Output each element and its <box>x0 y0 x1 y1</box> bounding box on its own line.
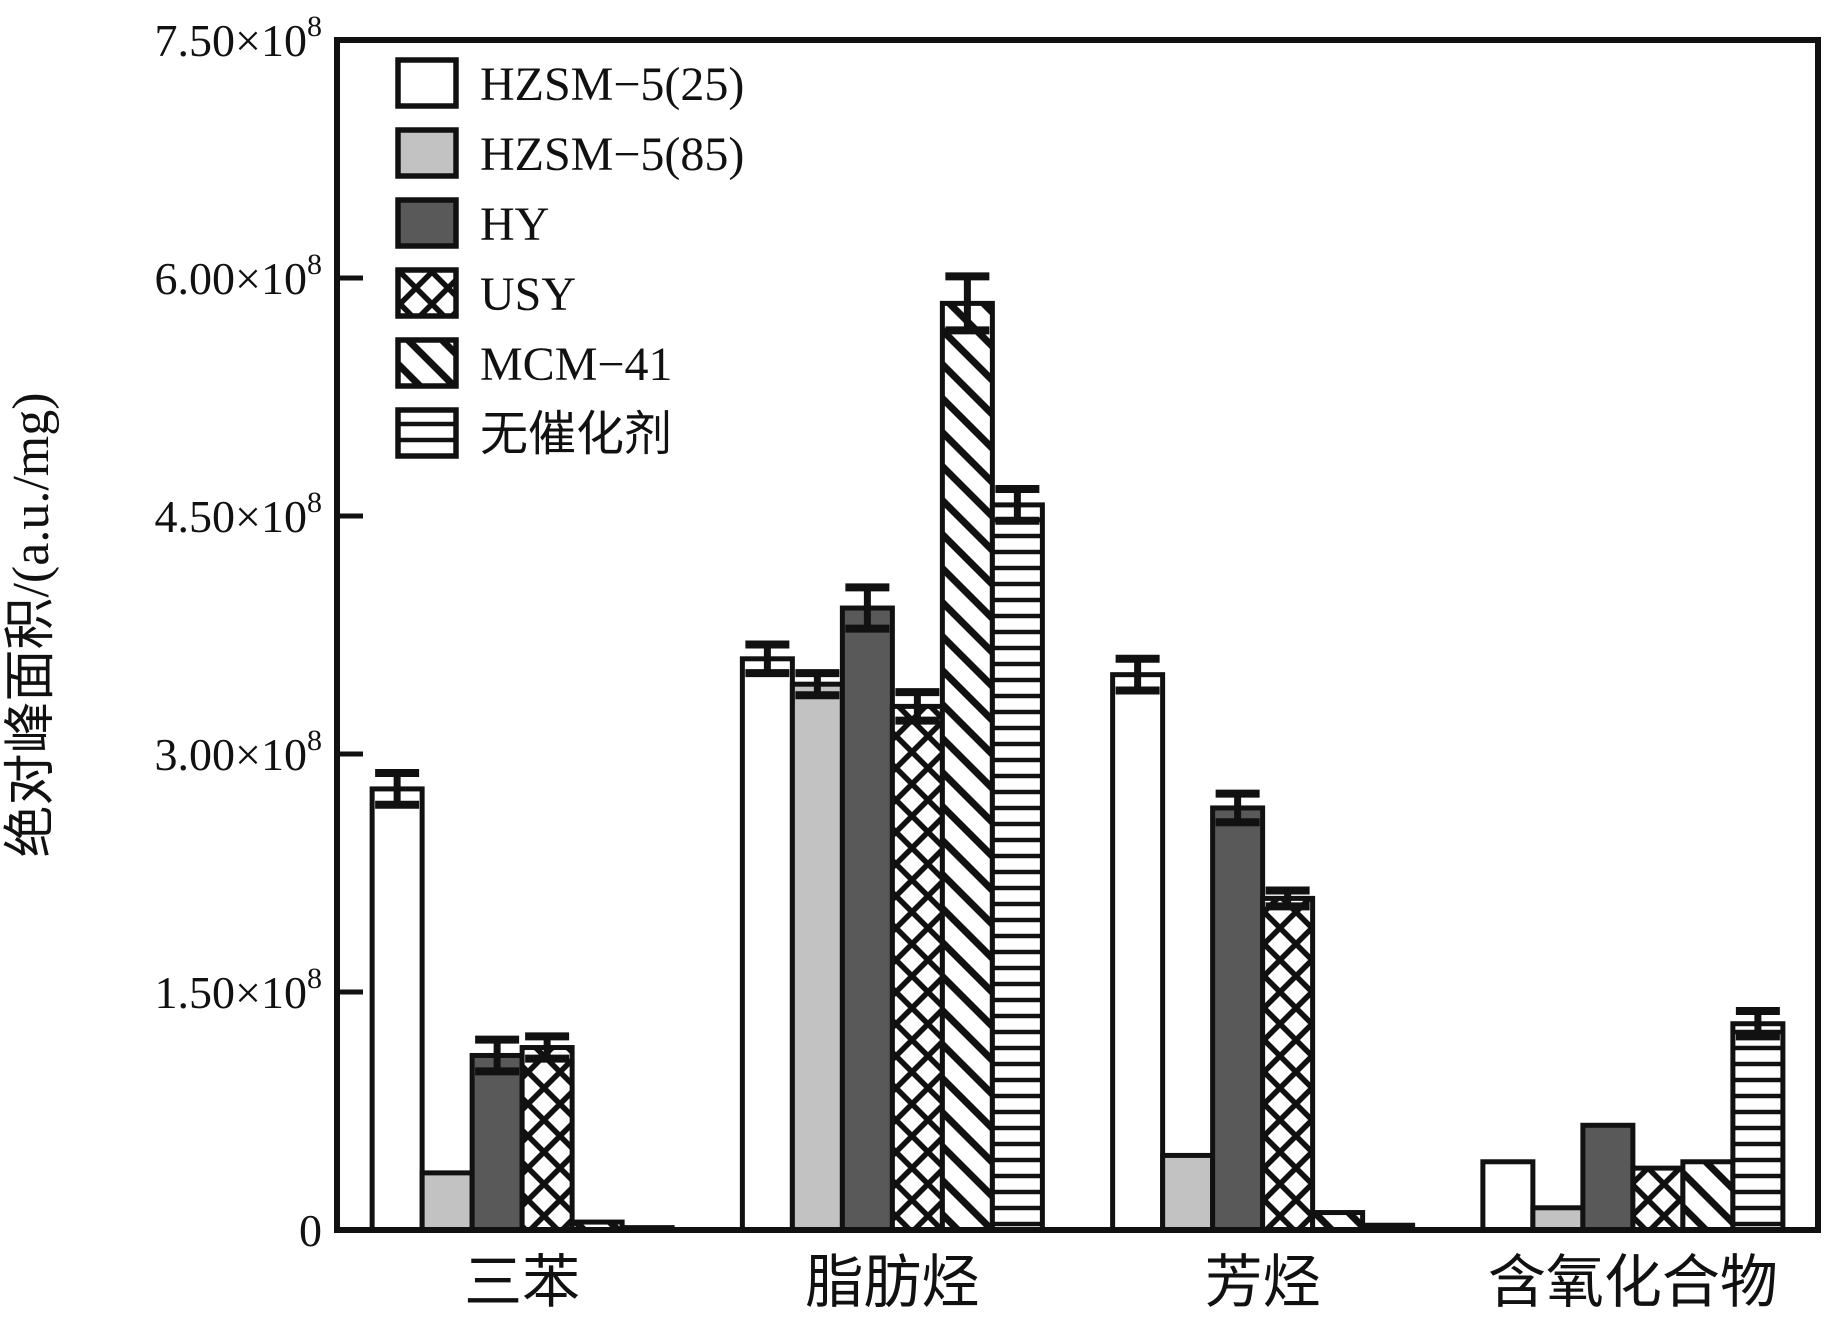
bar <box>1630 1165 1686 1233</box>
bar <box>1680 1159 1736 1233</box>
bar <box>1530 1205 1586 1233</box>
legend-swatch <box>395 197 459 249</box>
legend: HZSM−5(25) HZSM−5(85) HY USY MCM−41 无催化剂 <box>395 57 744 461</box>
bar <box>1260 895 1316 1233</box>
bar <box>419 1170 475 1233</box>
legend-swatch <box>395 407 459 459</box>
bar <box>739 656 795 1233</box>
category-label: 三苯 <box>464 1250 580 1315</box>
category-label: 脂肪烃 <box>805 1250 979 1315</box>
y-tick-label: 3.00×108 <box>155 724 322 780</box>
y-tick-label: 1.50×108 <box>155 962 322 1018</box>
bar <box>1110 672 1166 1233</box>
axis-ticks-layer <box>337 37 363 995</box>
bar <box>1730 1021 1786 1233</box>
bar <box>1480 1159 1536 1233</box>
plot-frame <box>334 37 1821 1233</box>
bar <box>789 681 845 1233</box>
legend-label: 无催化剂 <box>480 408 672 461</box>
y-axis-title: 绝对峰面积/(a.u./mg) <box>3 392 60 857</box>
legend-label: HZSM−5(25) <box>480 58 744 111</box>
bar <box>1210 805 1266 1233</box>
bar <box>839 605 895 1233</box>
y-tick-label: 0 <box>299 1205 322 1256</box>
legend-label: USY <box>480 268 576 321</box>
y-tick-label: 4.50×108 <box>155 486 322 542</box>
y-tick-label: 6.00×108 <box>155 248 322 304</box>
bar <box>889 703 945 1233</box>
bar <box>1160 1152 1216 1233</box>
legend-swatch <box>395 127 459 179</box>
legend-swatch <box>395 267 459 319</box>
legend-swatch <box>395 337 459 389</box>
bar <box>989 502 1045 1233</box>
legend-label: HY <box>480 198 549 251</box>
legend-label: HZSM−5(85) <box>480 128 744 181</box>
category-label: 含氧化合物 <box>1488 1250 1778 1315</box>
bar <box>469 1052 525 1233</box>
y-tick-label: 7.50×108 <box>155 10 322 66</box>
bar <box>519 1045 575 1233</box>
bar <box>939 300 995 1233</box>
axes-frame-layer <box>334 37 1821 1233</box>
bar <box>369 786 425 1233</box>
axis-labels-layer: 0 1.50×108 3.00×108 4.50×108 6.00×108 7.50×10… <box>3 10 1778 1315</box>
error-bars-layer <box>375 272 1780 1076</box>
category-label: 芳烃 <box>1205 1250 1321 1315</box>
bar <box>1580 1122 1636 1233</box>
legend-swatch <box>395 57 459 109</box>
legend-label: MCM−41 <box>480 338 672 391</box>
